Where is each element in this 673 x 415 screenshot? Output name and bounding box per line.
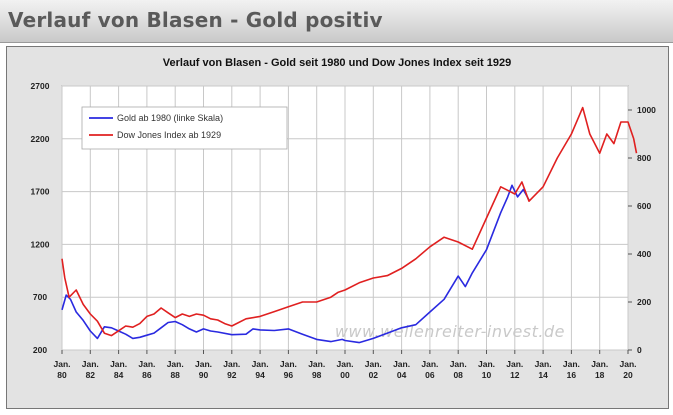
header-bar: Verlauf von Blasen - Gold positiv (0, 0, 673, 43)
x-tick-label: Jan. 10 (478, 359, 495, 380)
series-line-2 (61, 106, 638, 337)
y-right-tick-label: 800 (637, 153, 651, 163)
x-tick-label: Jan. 84 (110, 359, 127, 380)
x-tick-label: Jan. 92 (223, 359, 240, 380)
x-tick-label: Jan. 00 (336, 359, 353, 380)
x-tick-label: Jan. 04 (393, 359, 410, 380)
y-right-tick-label: 1000 (637, 105, 656, 115)
x-tick-label: Jan. 96 (280, 359, 297, 380)
legend-label-2: Dow Jones Index ab 1929 (117, 130, 221, 140)
legend-label-1: Gold ab 1980 (linke Skala) (117, 113, 223, 123)
x-tick-label: Jan. 16 (563, 359, 580, 380)
x-tick-label: Jan. 82 (82, 359, 99, 380)
y-axis-left: 200 700 1200 1700 2200 2700 (31, 81, 50, 355)
chart-title: Verlauf von Blasen - Gold seit 1980 und … (163, 57, 511, 69)
x-tick-label: Jan. 14 (535, 359, 552, 380)
series-group (61, 106, 638, 344)
y-right-tick-label: 200 (637, 297, 651, 307)
x-tick-label: Jan. 94 (252, 359, 269, 380)
y-right-tick-label: 0 (637, 345, 642, 355)
y-left-tick-label: 1200 (31, 239, 50, 249)
x-tick-label: Jan. 98 (308, 359, 325, 380)
series-line-1 (61, 184, 530, 344)
y-left-tick-label: 1700 (31, 187, 50, 197)
y-left-tick-label: 2200 (31, 134, 50, 144)
y-left-tick-label: 200 (33, 345, 47, 355)
chart-frame: Verlauf von Blasen - Gold seit 1980 und … (6, 46, 669, 409)
x-tick-label: Jan. 12 (506, 359, 523, 380)
x-tick-label: Jan. 88 (167, 359, 184, 380)
watermark-text: www.wellenreiter-invest.de (335, 322, 565, 341)
x-tick-label: Jan. 02 (365, 359, 382, 380)
y-left-tick-label: 700 (33, 292, 47, 302)
x-tick-label: Jan. 80 (53, 359, 70, 380)
x-tick-label: Jan. 86 (138, 359, 155, 380)
y-left-tick-label: 2700 (31, 81, 50, 91)
legend: Gold ab 1980 (linke Skala) Dow Jones Inde… (81, 106, 288, 150)
legend-box (81, 106, 288, 150)
x-tick-label: Jan. 06 (421, 359, 438, 380)
y-right-tick-label: 600 (637, 201, 651, 211)
x-tick-label: Jan. 08 (450, 359, 467, 380)
x-tick-label: Jan. 18 (591, 359, 608, 380)
x-tick-label: Jan. 90 (195, 359, 212, 380)
line-chart: Verlauf von Blasen - Gold seit 1980 und … (31, 57, 657, 380)
y-right-tick-label: 400 (637, 249, 651, 259)
x-axis: Jan. 80 Jan. 82 Jan. 84 Jan. 86 Jan. 88 Jan. 90 Jan.… (53, 350, 637, 380)
x-tick-label: Jan. 20 (619, 359, 636, 380)
grid-lines (61, 85, 629, 351)
y-axis-right: 0 200 400 600 800 1000 (628, 105, 656, 355)
page-title: Verlauf von Blasen - Gold positiv (8, 8, 383, 32)
